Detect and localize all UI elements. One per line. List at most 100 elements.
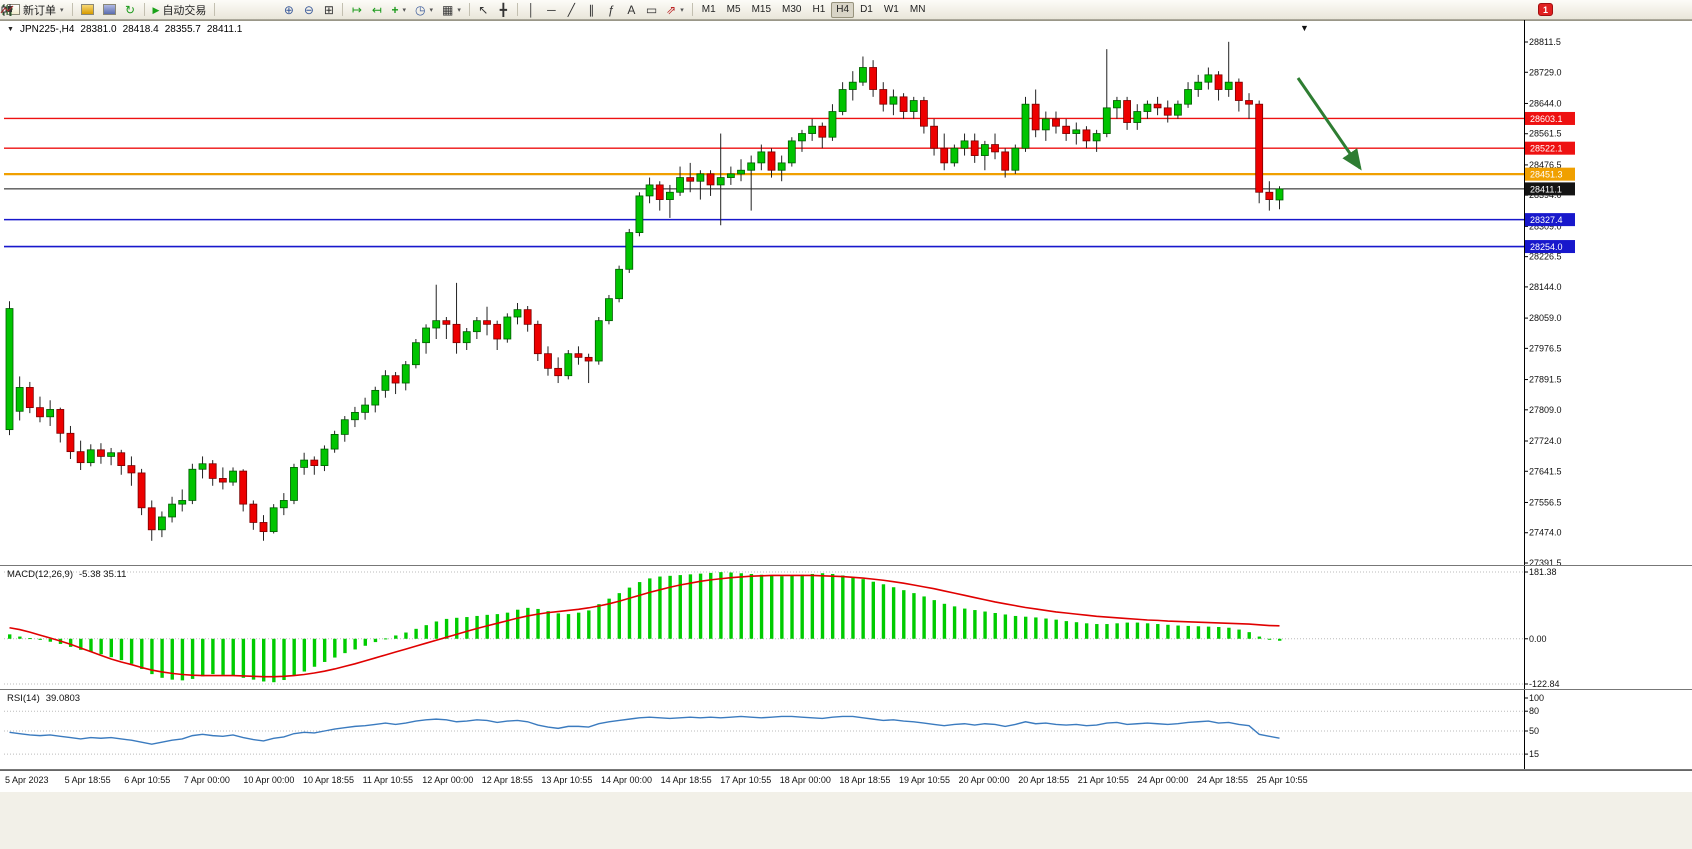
- refresh-button[interactable]: ↻: [121, 1, 140, 19]
- ohlc-collapse-arrow[interactable]: ▼: [7, 26, 14, 33]
- auto-scroll-button[interactable]: ↦: [347, 1, 366, 19]
- notification-badge[interactable]: 1: [1538, 3, 1553, 16]
- high-value: 28418.4: [122, 24, 159, 35]
- auto-trading-button[interactable]: ▶ 自动交易: [149, 1, 211, 19]
- window-background: [0, 792, 1692, 849]
- svg-text:28729.0: 28729.0: [1529, 67, 1562, 77]
- chart-menu-arrow[interactable]: ▼: [1300, 23, 1309, 33]
- toolbar-separator: [691, 3, 693, 16]
- time-axis[interactable]: 5 Apr 2023 5 Apr 18:55 6 Apr 10:55 7 Apr 00…: [0, 770, 1692, 792]
- timeframe-d1-button[interactable]: D1: [855, 2, 878, 18]
- charts-button[interactable]: [77, 1, 98, 19]
- ohlc-bars-button[interactable]: [1, 1, 238, 19]
- svg-text:27724.0: 27724.0: [1529, 436, 1562, 446]
- arrows-dropdown-icon: ▾: [680, 6, 684, 14]
- vertical-line-icon: │: [527, 2, 536, 17]
- new-order-label: 新订单: [23, 4, 56, 17]
- profiles-icon: [102, 4, 116, 15]
- timeframe-w1-button[interactable]: W1: [879, 2, 904, 18]
- svg-text:28561.5: 28561.5: [1529, 129, 1562, 139]
- rsi-name: RSI(14): [7, 693, 40, 704]
- svg-text:28811.5: 28811.5: [1529, 37, 1561, 47]
- svg-text:28603.1: 28603.1: [1530, 114, 1563, 124]
- svg-text:28411.1: 28411.1: [1530, 184, 1562, 194]
- new-order-dropdown-icon: ▾: [60, 6, 64, 14]
- arrows-button[interactable]: ⇗ ▾: [662, 1, 688, 19]
- templates-icon: ▦: [441, 2, 454, 17]
- svg-text:50: 50: [1529, 726, 1539, 736]
- chart-shift-button[interactable]: ↤: [367, 1, 386, 19]
- low-value: 28355.7: [164, 24, 201, 35]
- price-chart[interactable]: 28811.528729.028644.028561.528476.528394…: [0, 20, 1692, 566]
- svg-text:27391.5: 27391.5: [1529, 558, 1562, 566]
- svg-text:27809.0: 27809.0: [1529, 405, 1562, 415]
- profiles-button[interactable]: [99, 1, 120, 19]
- rsi-value: 39.0803: [45, 693, 81, 704]
- zoom-in-button[interactable]: ⊕: [279, 1, 298, 19]
- timeframe-m15-button[interactable]: M15: [747, 2, 776, 18]
- svg-text:28144.0: 28144.0: [1529, 282, 1562, 292]
- timeframe-m1-button[interactable]: M1: [697, 2, 721, 18]
- crosshair-button[interactable]: ╋: [494, 1, 513, 19]
- refresh-icon: ↻: [124, 2, 136, 17]
- svg-text:181.38: 181.38: [1529, 567, 1557, 577]
- indicators-dropdown-icon: ▾: [402, 6, 406, 14]
- timeframe-h4-button[interactable]: H4: [831, 1, 855, 18]
- time-label: 20 Apr 18:55: [1018, 775, 1070, 785]
- svg-text:28309.0: 28309.0: [1529, 221, 1562, 231]
- time-label: 24 Apr 18:55: [1197, 775, 1249, 785]
- main-toolbar: 新订单 ▾ ↻ ▶ 自动交易 ⊕ ⊖ ⊞ ↦ ↤ + ▾ ◷ ▾ ▦ ▾ ↖ ╋: [0, 0, 1692, 20]
- time-label: 14 Apr 00:00: [601, 775, 653, 785]
- zoom-in-icon: ⊕: [283, 2, 294, 17]
- vertical-line-button[interactable]: │: [522, 1, 541, 19]
- toolbar-separator: [143, 3, 145, 16]
- candlestick-chart-button[interactable]: [1, 1, 258, 19]
- svg-text:15: 15: [1529, 749, 1539, 759]
- horizontal-line-icon: ─: [547, 2, 556, 17]
- rsi-indicator-label: RSI(14) 39.0803: [7, 693, 80, 704]
- toolbar-separator: [516, 3, 518, 16]
- cursor-button[interactable]: ↖: [474, 1, 493, 19]
- svg-text:27556.5: 27556.5: [1529, 497, 1562, 507]
- play-icon: ▶: [152, 4, 160, 15]
- timeframe-m30-button[interactable]: M30: [777, 2, 806, 18]
- templates-dropdown-icon: ▾: [457, 6, 461, 14]
- timeframe-m5-button[interactable]: M5: [722, 2, 746, 18]
- time-label: 6 Apr 10:55: [124, 775, 171, 785]
- timeframe-mn-button[interactable]: MN: [905, 2, 931, 18]
- svg-text:28476.5: 28476.5: [1529, 160, 1562, 170]
- svg-text:80: 80: [1529, 706, 1539, 716]
- text-icon: A: [627, 2, 636, 17]
- tile-windows-button[interactable]: ⊞: [319, 1, 338, 19]
- rsi-panel[interactable]: 100 80 50 15: [0, 690, 1692, 770]
- templates-button[interactable]: ▦ ▾: [438, 1, 465, 19]
- arrows-icon: ⇗: [666, 2, 677, 17]
- svg-text:27641.5: 27641.5: [1529, 466, 1562, 476]
- time-label: 21 Apr 10:55: [1077, 775, 1129, 785]
- time-label: 19 Apr 10:55: [899, 775, 951, 785]
- time-label: 12 Apr 18:55: [481, 775, 533, 785]
- svg-text:100: 100: [1529, 693, 1544, 703]
- toolbar-separator: [468, 3, 470, 16]
- close-value: 28411.1: [206, 24, 243, 35]
- time-label: 5 Apr 2023: [5, 775, 49, 785]
- timeframe-h1-button[interactable]: H1: [807, 2, 830, 18]
- svg-text:28327.4: 28327.4: [1530, 215, 1563, 225]
- indicators-button[interactable]: + ▾: [387, 1, 410, 19]
- symbol-period-text: JPN225-,H4: [19, 24, 75, 35]
- line-chart-button[interactable]: [0, 1, 278, 19]
- fibonacci-button[interactable]: ƒ: [602, 1, 621, 19]
- new-order-button[interactable]: 新订单 ▾: [3, 1, 68, 19]
- trendline-button[interactable]: ╱: [562, 1, 581, 19]
- text-button[interactable]: A: [622, 1, 641, 19]
- periods-button[interactable]: ◷ ▾: [411, 1, 437, 19]
- channel-button[interactable]: ∥: [582, 1, 601, 19]
- svg-text:27891.5: 27891.5: [1529, 375, 1562, 385]
- horizontal-line-button[interactable]: ─: [542, 1, 561, 19]
- macd-panel[interactable]: 181.38 0.00 -122.84: [0, 566, 1692, 690]
- text-label-button[interactable]: ▭: [642, 1, 661, 19]
- zoom-out-button[interactable]: ⊖: [299, 1, 318, 19]
- charts-icon: [80, 4, 94, 15]
- auto-trading-label: 自动交易: [162, 4, 207, 17]
- svg-text:28226.5: 28226.5: [1529, 252, 1562, 262]
